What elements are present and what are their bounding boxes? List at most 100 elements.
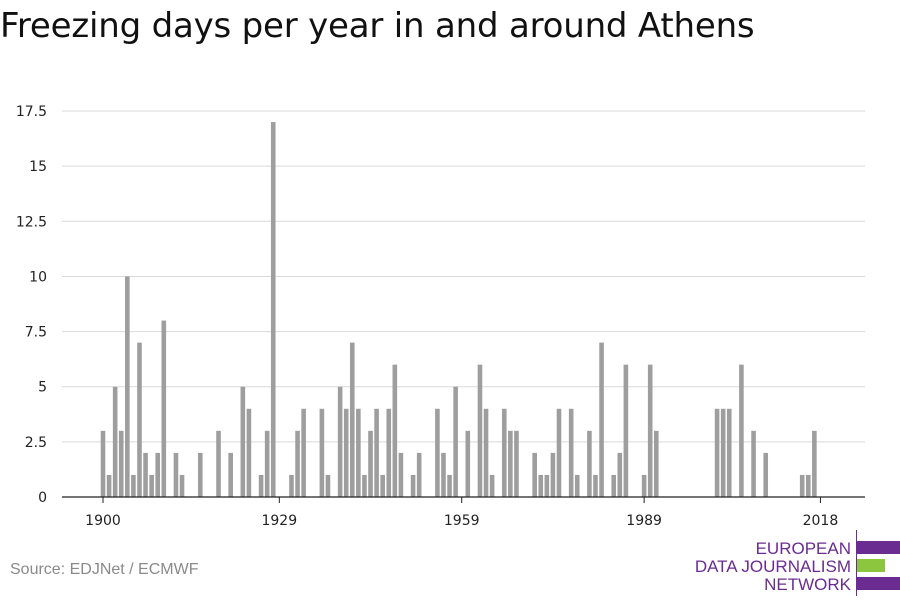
bar	[751, 430, 756, 497]
bar	[435, 408, 440, 497]
bar	[356, 408, 361, 497]
bar	[653, 430, 659, 497]
bar	[258, 474, 264, 497]
bar	[805, 474, 811, 497]
logo-text-line1: EUROPEAN	[755, 539, 851, 558]
bar	[568, 408, 574, 497]
bar	[514, 430, 519, 497]
bar	[641, 474, 647, 497]
bar	[623, 364, 629, 497]
source-note: Source: EDJNet / ECMWF	[10, 561, 199, 578]
bar	[720, 408, 726, 497]
bar	[587, 430, 592, 497]
bar	[812, 430, 817, 497]
y-tick-label: 15	[29, 159, 47, 175]
bar	[368, 430, 373, 497]
y-tick-label: 10	[29, 269, 47, 285]
bar	[508, 430, 513, 497]
bar	[197, 452, 203, 497]
bar	[374, 408, 379, 497]
grid-lines	[62, 110, 865, 443]
x-tick-label: 1929	[261, 513, 297, 529]
bar	[550, 452, 556, 497]
x-tick-label: 1959	[444, 513, 480, 529]
bar	[173, 452, 179, 497]
bar	[556, 408, 562, 497]
tick-labels: 0 2.5 5 7.5 10 12.5 15 17.5 1900 1929 1959 1989 2018	[16, 104, 838, 529]
bar	[538, 474, 544, 497]
bar	[155, 452, 161, 497]
bar	[161, 320, 167, 497]
x-tick-label: 1900	[85, 513, 121, 529]
chart-title: Freezing days per year in and around Ath…	[0, 6, 755, 46]
y-tick-label: 7.5	[25, 325, 47, 341]
bar	[599, 342, 604, 497]
bar	[465, 430, 471, 497]
bar	[246, 408, 252, 497]
y-tick-label: 12.5	[16, 214, 47, 230]
bar	[131, 474, 136, 497]
bar	[477, 364, 483, 497]
bar	[611, 474, 617, 497]
bar	[714, 408, 720, 497]
bar	[410, 474, 416, 497]
bar	[501, 408, 507, 497]
bar	[726, 408, 732, 497]
bar	[416, 452, 422, 497]
logo-text-line2: DATA JOURNALISM	[694, 557, 851, 576]
bar	[264, 430, 270, 497]
bars	[100, 122, 817, 497]
bar	[240, 386, 246, 497]
bar	[100, 430, 106, 497]
bar	[617, 452, 623, 497]
logo-text-line3: NETWORK	[764, 575, 851, 594]
bar	[149, 474, 154, 497]
bar	[343, 408, 349, 497]
bar	[125, 276, 130, 497]
bar	[319, 408, 325, 497]
bar	[763, 452, 769, 497]
bar	[337, 386, 343, 497]
logo-divider	[856, 530, 857, 596]
bar	[106, 474, 112, 497]
x-tick-label: 1989	[626, 513, 662, 529]
bar	[143, 452, 148, 497]
bar	[392, 364, 398, 497]
bar	[137, 342, 142, 497]
bar	[216, 430, 221, 497]
y-tick-label: 0	[38, 490, 47, 506]
bar	[453, 386, 458, 497]
x-tick-label: 2018	[803, 513, 839, 529]
bar	[574, 474, 580, 497]
bar	[112, 386, 118, 497]
bar	[441, 452, 446, 497]
bar	[532, 452, 537, 497]
bar	[739, 364, 744, 497]
y-tick-label: 5	[38, 380, 47, 396]
edjnet-logo: EUROPEAN DATA JOURNALISM NETWORK	[690, 530, 900, 596]
bar	[489, 474, 495, 497]
bar	[544, 474, 550, 497]
bar	[179, 474, 185, 497]
logo-bar-purple-top	[857, 541, 900, 554]
logo-bar-green	[857, 559, 885, 572]
bar	[398, 452, 404, 497]
bar	[118, 430, 124, 497]
y-tick-label: 2.5	[25, 435, 47, 451]
bar	[349, 342, 355, 497]
y-tick-label: 17.5	[16, 104, 47, 120]
bar	[483, 408, 489, 497]
bar	[447, 474, 452, 497]
bar	[270, 122, 276, 497]
bar	[325, 474, 331, 497]
bar	[647, 364, 653, 497]
bar	[301, 408, 306, 497]
bar	[289, 474, 294, 497]
bar	[380, 474, 385, 497]
bar	[295, 430, 300, 497]
bar	[228, 452, 233, 497]
bar	[799, 474, 805, 497]
bar	[593, 474, 598, 497]
bar	[386, 408, 392, 497]
